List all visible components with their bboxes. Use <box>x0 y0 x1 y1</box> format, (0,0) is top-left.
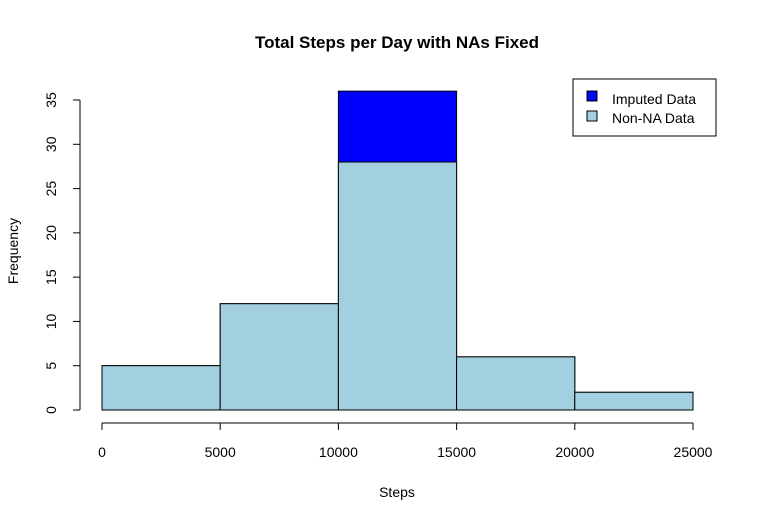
y-tick-label: 30 <box>43 136 59 152</box>
y-tick-label: 10 <box>43 313 59 329</box>
y-tick-label: 35 <box>43 92 59 108</box>
legend-label-imputed: Imputed Data <box>612 91 696 107</box>
y-tick-label: 20 <box>43 225 59 241</box>
x-axis-label: Steps <box>379 484 415 500</box>
y-tick-label: 5 <box>43 362 59 370</box>
legend-box <box>572 78 717 137</box>
x-tick-label: 20000 <box>555 444 594 460</box>
legend-swatch-non-na <box>586 110 598 122</box>
legend-label-non-na: Non-NA Data <box>612 110 695 126</box>
y-tick-label: 15 <box>43 269 59 285</box>
x-tick-label: 15000 <box>437 444 476 460</box>
x-axis: 0 5000 10000 15000 20000 25000 <box>98 422 713 460</box>
y-axis: 0 5 10 15 20 25 30 35 <box>43 92 81 414</box>
y-axis-label: Frequency <box>5 218 21 284</box>
chart-title: Total Steps per Day with NAs Fixed <box>255 33 539 52</box>
non-na-bar <box>574 391 694 411</box>
legend-swatch-imputed <box>586 90 598 102</box>
non-na-bar <box>219 303 339 411</box>
x-tick-label: 0 <box>98 444 106 460</box>
non-na-bar <box>337 161 458 411</box>
y-tick-label: 25 <box>43 181 59 197</box>
x-tick-label: 10000 <box>319 444 358 460</box>
x-tick-label: 25000 <box>674 444 713 460</box>
x-tick-label: 5000 <box>205 444 236 460</box>
non-na-bar <box>101 365 221 411</box>
non-na-bars <box>101 161 694 411</box>
non-na-bar <box>456 356 576 411</box>
legend: Imputed Data Non-NA Data <box>572 78 717 137</box>
y-tick-label: 0 <box>43 406 59 414</box>
